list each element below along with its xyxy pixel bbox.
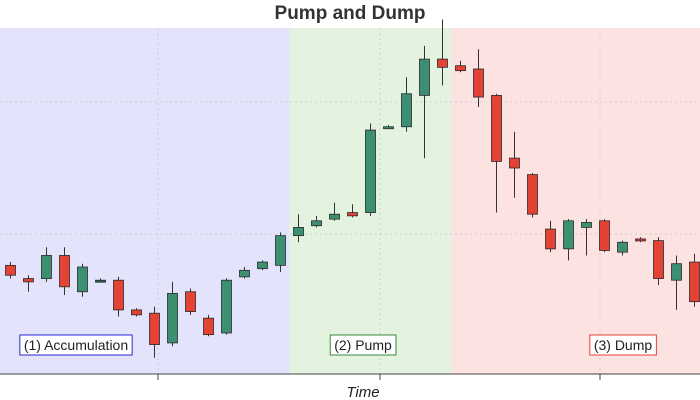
candle	[419, 45, 430, 159]
grid-lines	[0, 28, 700, 374]
candle-body	[167, 292, 178, 344]
candle-body	[347, 212, 358, 217]
phase-label-dump: (3) Dump	[589, 334, 657, 356]
candle	[5, 262, 16, 279]
candle	[149, 306, 160, 358]
candle-body	[617, 241, 628, 253]
candle	[653, 237, 664, 286]
candle	[401, 77, 412, 132]
candle-body	[239, 269, 250, 278]
phase-bands	[0, 28, 700, 374]
candle-body	[329, 213, 340, 220]
candle-body	[689, 261, 700, 303]
candle-body	[599, 220, 610, 251]
phase-band-dump	[451, 28, 700, 374]
candle-body	[365, 129, 376, 213]
candle-body	[509, 157, 520, 169]
candle	[635, 237, 646, 243]
candle	[77, 263, 88, 297]
candle-body	[563, 220, 574, 250]
candle	[671, 255, 682, 310]
phase-label-box	[329, 334, 397, 356]
candle-body	[275, 235, 286, 266]
candle-body	[419, 58, 430, 96]
candle-body	[635, 238, 646, 242]
candle-body	[149, 312, 160, 345]
candle	[473, 49, 484, 107]
candle-body	[131, 309, 142, 316]
candle	[545, 220, 556, 253]
candle	[185, 288, 196, 315]
x-axis	[0, 373, 700, 380]
candle	[347, 204, 358, 218]
candle	[221, 278, 232, 335]
candle	[383, 125, 394, 130]
candle-body	[293, 226, 304, 237]
candle	[689, 253, 700, 307]
chart-title: Pump and Dump	[275, 3, 426, 24]
candle-body	[77, 266, 88, 293]
candle-body	[527, 174, 538, 215]
candle	[41, 247, 52, 282]
candle-body	[59, 255, 70, 288]
candle	[329, 202, 340, 221]
phase-label-text: (3) Dump	[594, 337, 653, 353]
candle	[617, 240, 628, 256]
candle	[455, 60, 466, 73]
phase-label-text: (2) Pump	[334, 337, 392, 353]
candle	[95, 278, 106, 283]
candle-body	[113, 279, 124, 311]
candle	[311, 215, 322, 228]
candle-body	[311, 220, 322, 227]
candle	[581, 219, 592, 256]
candle-body	[401, 93, 412, 128]
phase-label-text: (1) Accumulation	[24, 337, 128, 353]
candle	[239, 267, 250, 279]
candle	[293, 214, 304, 243]
candle-body	[185, 291, 196, 312]
candle-body	[23, 278, 34, 283]
candle	[437, 19, 448, 86]
candle	[527, 172, 538, 218]
candle-body	[383, 126, 394, 130]
candle-body	[455, 65, 466, 72]
x-axis-label: Time	[346, 384, 379, 400]
candle	[167, 281, 178, 347]
candle	[599, 219, 610, 253]
candle	[59, 247, 70, 296]
candles	[5, 19, 700, 358]
candle-body	[545, 228, 556, 250]
candle	[113, 276, 124, 317]
candle	[257, 260, 268, 271]
candle-body	[5, 264, 16, 276]
phase-label-accumulation: (1) Accumulation	[19, 334, 133, 356]
candle-body	[41, 255, 52, 279]
candle	[509, 131, 520, 198]
candle-body	[221, 279, 232, 334]
candle	[131, 308, 142, 317]
candle-body	[203, 317, 214, 336]
candle	[491, 93, 502, 213]
candle-body	[473, 68, 484, 98]
phase-label-pump: (2) Pump	[329, 334, 397, 356]
candle	[275, 232, 286, 272]
candle-body	[581, 222, 592, 228]
candle-body	[671, 263, 682, 281]
phase-label-box	[589, 334, 657, 356]
candle-body	[491, 95, 502, 162]
phase-labels: (1) Accumulation (2) Pump (3) Dump	[19, 334, 657, 356]
candle	[563, 219, 574, 261]
candle-body	[437, 58, 448, 68]
candle	[203, 314, 214, 337]
phase-band-accumulation	[0, 28, 290, 374]
candle-body	[95, 279, 106, 283]
candle-body	[653, 240, 664, 279]
candle	[365, 123, 376, 216]
candle-body	[257, 261, 268, 270]
phase-label-box	[19, 334, 133, 356]
candle	[23, 275, 34, 292]
